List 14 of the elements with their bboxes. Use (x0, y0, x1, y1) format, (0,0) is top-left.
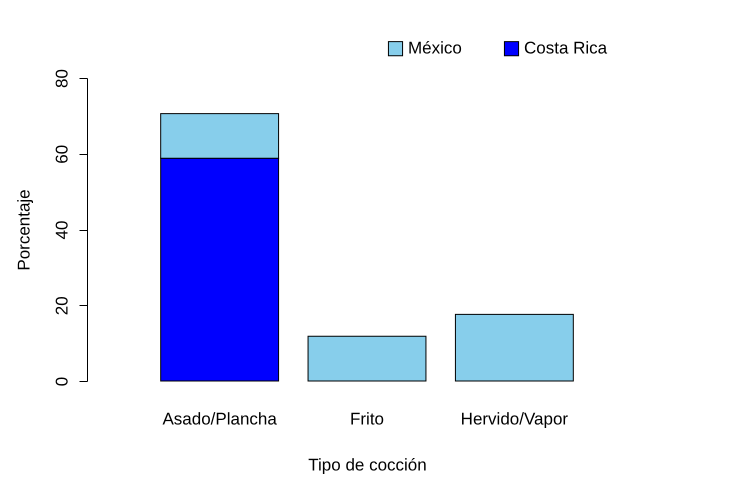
y-tick-label: 80 (52, 69, 72, 88)
x-tick-label: Hervido/Vapor (460, 410, 568, 428)
y-tick-label: 60 (52, 144, 72, 164)
legend-label: México (408, 38, 462, 58)
bar (308, 336, 426, 382)
x-tick-label: Asado/Plancha (162, 410, 278, 428)
legend-label: Costa Rica (524, 38, 608, 58)
y-tick-label: 40 (52, 220, 72, 240)
bar (454, 314, 574, 382)
y-tick-label: 20 (52, 296, 72, 316)
x-tick-label: Frito (350, 410, 384, 428)
y-axis-title: Porcentaje (14, 189, 34, 271)
y-tick-label: 0 (52, 376, 72, 386)
x-axis-title: Tipo de cocción (308, 456, 427, 474)
